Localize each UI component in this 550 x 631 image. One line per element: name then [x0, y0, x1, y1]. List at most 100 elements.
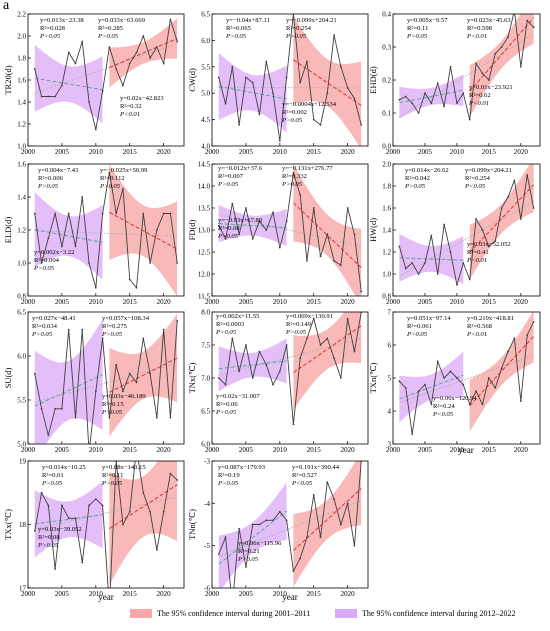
y-tick-label: 5.5	[201, 63, 210, 71]
data-point	[526, 174, 529, 176]
data-point	[224, 237, 227, 240]
y-tick-label: 4.5	[201, 116, 210, 124]
data-point	[481, 229, 484, 231]
annotation-text: P>0.05	[404, 183, 426, 190]
data-point	[231, 202, 234, 205]
data-point	[272, 92, 274, 95]
y-tick-label: -3	[204, 458, 210, 466]
data-point	[487, 79, 490, 81]
data-point	[353, 97, 356, 100]
annotation-text: R²=0.24	[433, 403, 455, 410]
y-axis-label: HW(d)	[368, 218, 378, 242]
data-line	[398, 174, 535, 286]
annotation-text: P>0.05	[33, 265, 55, 272]
y-tick-label: 3	[388, 441, 392, 449]
data-point	[443, 223, 446, 226]
data-point	[149, 510, 151, 513]
legend-label: The 95% confidence interval during 2001–…	[157, 609, 311, 618]
y-axis-label: SU(d)	[3, 367, 13, 388]
x-tick-label: 2015	[482, 148, 497, 156]
annotation-text: R²=0.21	[238, 548, 260, 555]
data-point	[217, 76, 220, 79]
data-point	[115, 212, 118, 215]
y-tick-label: 0.4	[382, 11, 391, 19]
panel-10: -6 -5 -4 -3 2000 2005 2010 2015 2020 TNn(℃) y=0.08…	[187, 458, 369, 598]
data-point	[245, 76, 247, 79]
data-point	[101, 90, 104, 92]
x-tick-label: 2005	[55, 446, 70, 454]
data-point	[258, 350, 261, 353]
y-tick-label: 19	[19, 458, 27, 466]
ci-band-2012-2022	[293, 15, 362, 146]
data-point	[430, 403, 433, 406]
data-point	[319, 255, 322, 258]
trend-line-2001-2011	[34, 374, 103, 407]
data-point	[251, 81, 254, 84]
data-point	[312, 118, 315, 121]
data-line	[218, 461, 362, 588]
data-point	[251, 523, 254, 526]
y-tick-label: 13.0	[198, 227, 211, 235]
annotation-text: y=0.051x−97.14	[407, 315, 451, 322]
data-line	[34, 19, 178, 130]
data-point	[217, 224, 220, 227]
y-tick-label: 1.6	[382, 205, 391, 213]
annotation-text: R²=0.62	[469, 92, 491, 99]
annotation-text: y=−0.04x+87.11	[226, 17, 270, 24]
annotation-text: P>0.05	[99, 183, 121, 190]
data-point	[238, 123, 241, 126]
trend-line-overall	[34, 496, 178, 530]
x-tick-label: 2000	[386, 148, 401, 156]
data-point	[61, 504, 63, 507]
annotation-text: y=0.004x−7.43	[38, 167, 79, 174]
data-point	[258, 220, 261, 223]
data-point	[251, 377, 254, 379]
data-point	[507, 196, 509, 198]
data-point	[500, 46, 503, 48]
y-axis-label: TXx(℃)	[3, 509, 13, 540]
y-tick-label: 17	[19, 585, 27, 593]
data-point	[424, 92, 426, 95]
trend-line-2001-2011	[218, 360, 287, 370]
annotation-text: P<0.01	[468, 100, 489, 107]
data-point	[74, 517, 77, 520]
trend-line-2001-2011	[399, 89, 464, 104]
data-point	[155, 229, 158, 231]
data-point	[500, 367, 503, 369]
x-tick-label: 2020	[157, 148, 172, 156]
data-point	[339, 65, 342, 68]
annotation-text: P<0.01	[466, 331, 487, 338]
data-point	[169, 416, 172, 419]
data-point	[306, 259, 308, 262]
data-point	[74, 62, 77, 65]
x-tick-label: 2010	[89, 148, 104, 156]
data-point	[245, 565, 247, 568]
data-point	[33, 372, 36, 375]
data-point	[265, 519, 268, 522]
ci-band-2001-2011	[399, 351, 464, 423]
y-tick-label: 1.0	[17, 143, 26, 151]
panel-5: 0.8 1.0 1.2 1.4 1.6 1.8 2.0 2000 2005 2010 2015 202…	[368, 161, 541, 306]
legend: The 95% confidence interval during 2001–…	[130, 607, 540, 627]
annotation-text: y=0.014x−10.25	[42, 464, 86, 471]
x-tick-label: 2005	[55, 590, 70, 598]
data-point	[333, 34, 335, 37]
y-tick-label: 1.8	[17, 55, 26, 63]
annotation-text: R²=0.275	[102, 323, 128, 330]
annotation-text: R²=0.149	[286, 321, 312, 328]
data-point	[122, 390, 124, 393]
data-point	[176, 319, 179, 322]
data-point	[411, 262, 414, 264]
x-tick-label: 2005	[55, 148, 70, 156]
x-tick-label: 2010	[89, 446, 104, 454]
x-axis-label: year	[282, 592, 298, 602]
data-point	[326, 337, 329, 340]
x-tick-label: 2015	[307, 298, 322, 306]
annotation-text: y=0.057x−108.34	[102, 315, 150, 322]
data-point	[292, 171, 295, 174]
data-point	[398, 98, 401, 101]
data-line	[399, 14, 534, 120]
data-point	[169, 472, 172, 475]
annotation-text: P>0.05	[37, 542, 59, 549]
